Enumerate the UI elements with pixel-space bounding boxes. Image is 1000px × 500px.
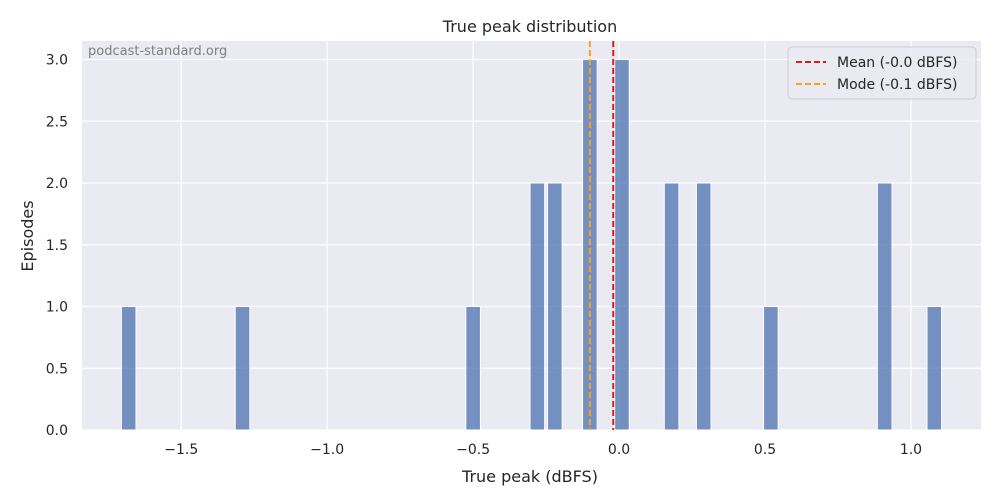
x-tick-label: −1.5 xyxy=(164,442,198,458)
histogram-bar xyxy=(663,182,680,431)
y-tick-label: 1.5 xyxy=(46,238,68,254)
x-axis-ticks: −1.5 −1.0 −0.5 0.0 0.5 1.0 xyxy=(164,442,922,458)
histogram-bar xyxy=(529,182,546,431)
histogram-bar xyxy=(234,306,251,431)
x-tick-label: 1.0 xyxy=(900,442,922,458)
histogram-bar xyxy=(120,306,137,431)
chart-title: True peak distribution xyxy=(442,17,617,36)
histogram-bar xyxy=(926,306,943,431)
histogram-bar xyxy=(547,182,563,431)
x-axis-label: True peak (dBFS) xyxy=(461,467,598,486)
x-tick-label: −1.0 xyxy=(310,442,344,458)
x-tick-label: 0.0 xyxy=(608,442,630,458)
histogram-bar xyxy=(614,59,630,431)
y-tick-label: 3.0 xyxy=(46,53,68,69)
x-tick-label: 0.5 xyxy=(754,442,776,458)
watermark: podcast-standard.org xyxy=(88,44,227,59)
legend-mode-label: Mode (-0.1 dBFS) xyxy=(837,77,957,93)
histogram-bar xyxy=(465,306,481,431)
histogram-bar xyxy=(763,306,779,431)
legend-box xyxy=(787,46,977,100)
x-tick-label: −0.5 xyxy=(456,442,490,458)
histogram-bars xyxy=(120,59,943,431)
reference-lines xyxy=(588,41,615,430)
y-axis-label: Episodes xyxy=(18,200,37,271)
y-axis-ticks: 0.0 0.5 1.0 1.5 2.0 2.5 3.0 xyxy=(46,53,68,439)
histogram-bar xyxy=(695,182,712,431)
y-tick-label: 0.0 xyxy=(46,423,68,439)
y-tick-label: 0.5 xyxy=(46,361,68,377)
legend: Mean (-0.0 dBFS) Mode (-0.1 dBFS) xyxy=(787,46,977,100)
legend-mean-label: Mean (-0.0 dBFS) xyxy=(837,55,957,71)
histogram-bar xyxy=(876,182,893,431)
y-tick-label: 2.5 xyxy=(46,114,68,130)
y-tick-label: 2.0 xyxy=(46,176,68,192)
y-tick-label: 1.0 xyxy=(46,300,68,316)
